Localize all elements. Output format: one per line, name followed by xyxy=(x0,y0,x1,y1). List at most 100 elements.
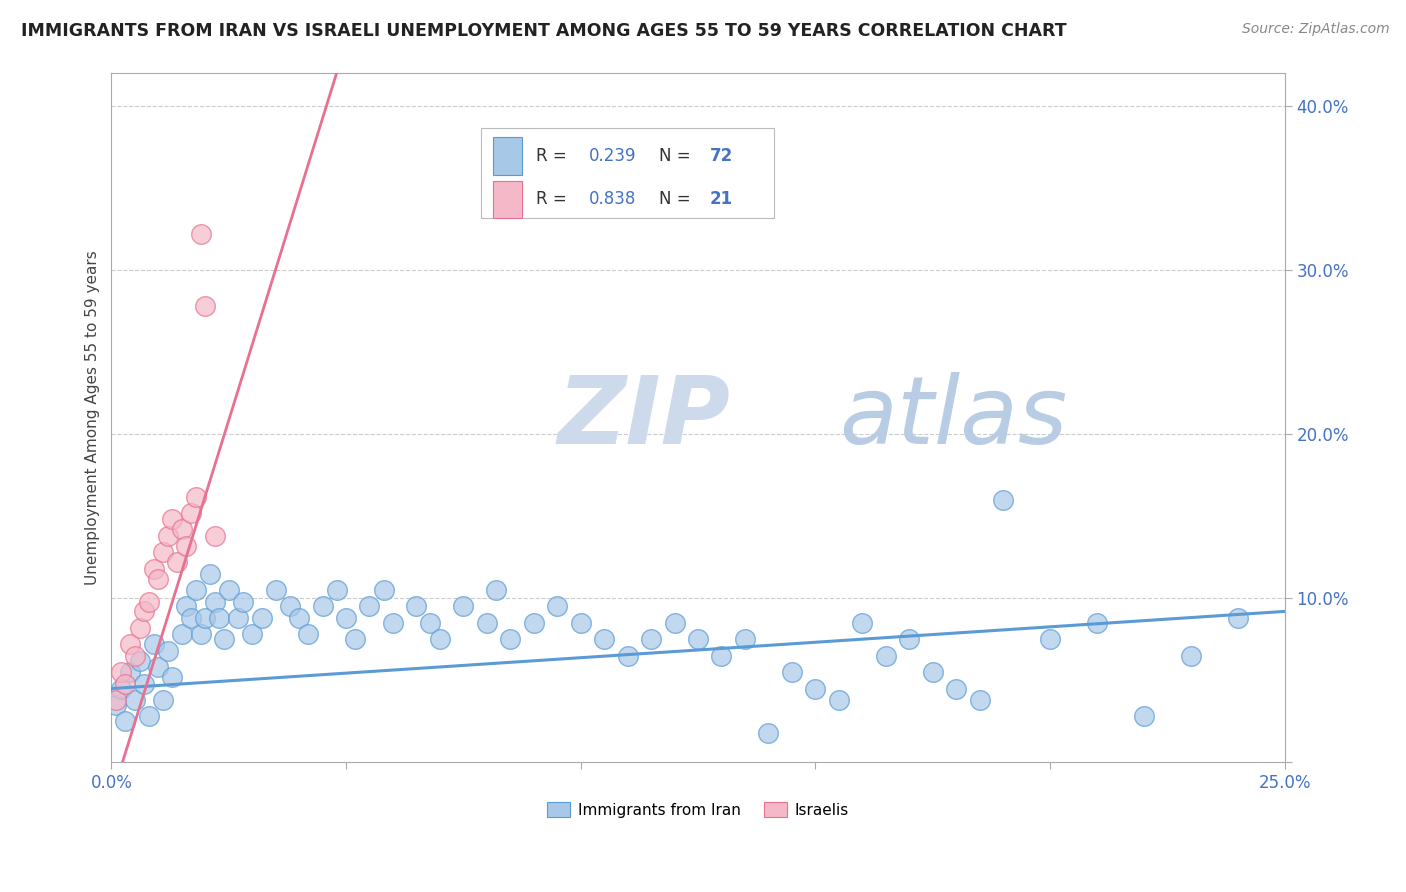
Point xyxy=(991,492,1014,507)
Point xyxy=(969,693,991,707)
Point xyxy=(475,615,498,630)
Text: N =: N = xyxy=(659,147,696,165)
Point xyxy=(134,604,156,618)
Point xyxy=(232,594,254,608)
Point xyxy=(640,632,662,647)
Point xyxy=(128,621,150,635)
Point xyxy=(204,594,226,608)
Point xyxy=(138,709,160,723)
Point xyxy=(405,599,427,614)
FancyBboxPatch shape xyxy=(481,128,775,218)
Point xyxy=(170,522,193,536)
Point xyxy=(756,726,779,740)
Text: N =: N = xyxy=(659,191,696,209)
Point xyxy=(278,599,301,614)
FancyBboxPatch shape xyxy=(492,180,522,219)
Point xyxy=(110,681,132,696)
Point xyxy=(325,583,347,598)
Point xyxy=(152,693,174,707)
Point xyxy=(429,632,451,647)
Point xyxy=(190,627,212,641)
Point xyxy=(780,665,803,680)
Point xyxy=(240,627,263,641)
Point xyxy=(288,611,311,625)
Point xyxy=(124,693,146,707)
Point xyxy=(264,583,287,598)
Point xyxy=(134,676,156,690)
Point xyxy=(569,615,592,630)
Text: ZIP: ZIP xyxy=(557,372,730,464)
Point xyxy=(142,637,165,651)
Legend: Immigrants from Iran, Israelis: Immigrants from Iran, Israelis xyxy=(541,796,855,823)
Point xyxy=(804,681,827,696)
Point xyxy=(335,611,357,625)
Point xyxy=(142,562,165,576)
Point xyxy=(898,632,921,647)
Point xyxy=(485,583,508,598)
Point xyxy=(180,611,202,625)
Point xyxy=(686,632,709,647)
Point xyxy=(204,529,226,543)
Point xyxy=(1226,611,1249,625)
Point xyxy=(176,539,198,553)
Text: R =: R = xyxy=(536,147,572,165)
Point xyxy=(828,693,851,707)
Text: R =: R = xyxy=(536,191,572,209)
Point xyxy=(419,615,441,630)
Point xyxy=(148,660,170,674)
Point xyxy=(162,670,184,684)
Y-axis label: Unemployment Among Ages 55 to 59 years: Unemployment Among Ages 55 to 59 years xyxy=(86,251,100,585)
Text: Source: ZipAtlas.com: Source: ZipAtlas.com xyxy=(1241,22,1389,37)
Point xyxy=(184,583,207,598)
Point xyxy=(250,611,273,625)
Point xyxy=(453,599,475,614)
Point xyxy=(105,693,128,707)
Point xyxy=(875,648,897,663)
Point xyxy=(359,599,381,614)
Point xyxy=(114,676,136,690)
Point xyxy=(120,665,142,680)
Point xyxy=(194,299,217,313)
Point xyxy=(1039,632,1062,647)
Point xyxy=(218,583,240,598)
Text: 0.838: 0.838 xyxy=(589,191,637,209)
Point xyxy=(156,644,179,658)
Point xyxy=(176,599,198,614)
Point xyxy=(124,648,146,663)
Point xyxy=(1132,709,1154,723)
Point xyxy=(138,594,160,608)
Text: IMMIGRANTS FROM IRAN VS ISRAELI UNEMPLOYMENT AMONG AGES 55 TO 59 YEARS CORRELATI: IMMIGRANTS FROM IRAN VS ISRAELI UNEMPLOY… xyxy=(21,22,1067,40)
Point xyxy=(114,714,136,729)
Point xyxy=(664,615,686,630)
Point xyxy=(162,512,184,526)
Point xyxy=(921,665,943,680)
Point xyxy=(156,529,179,543)
Point xyxy=(381,615,404,630)
Point xyxy=(208,611,231,625)
Text: 21: 21 xyxy=(710,191,733,209)
Point xyxy=(194,611,217,625)
FancyBboxPatch shape xyxy=(492,137,522,175)
Point xyxy=(198,566,221,581)
Point xyxy=(499,632,522,647)
Point xyxy=(1180,648,1202,663)
Point xyxy=(311,599,333,614)
Point xyxy=(226,611,249,625)
Point xyxy=(148,572,170,586)
Point xyxy=(616,648,638,663)
Point xyxy=(180,506,202,520)
Point xyxy=(120,637,142,651)
Point xyxy=(297,627,319,641)
Point xyxy=(851,615,873,630)
Text: 0.239: 0.239 xyxy=(589,147,637,165)
Point xyxy=(152,545,174,559)
Point xyxy=(734,632,756,647)
Point xyxy=(373,583,395,598)
Point xyxy=(190,227,212,241)
Point xyxy=(546,599,568,614)
Point xyxy=(1085,615,1108,630)
Point xyxy=(170,627,193,641)
Point xyxy=(344,632,367,647)
Point xyxy=(212,632,235,647)
Point xyxy=(105,698,128,712)
